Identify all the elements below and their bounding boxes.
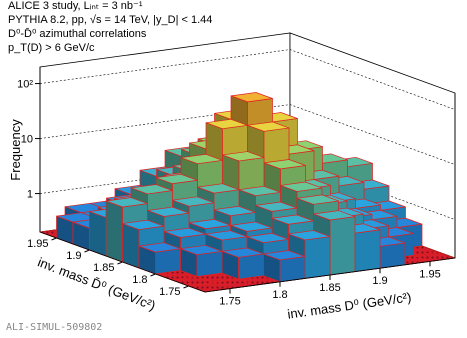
x-tick-label: 1.85 (319, 282, 340, 294)
lego-top (105, 197, 148, 208)
lego-top (205, 118, 248, 130)
lego-top (147, 206, 190, 217)
lego-bar (263, 250, 306, 283)
annotation: D⁰-D̄⁰ azimuthal correlations (8, 27, 147, 40)
z-tick-label: 10² (17, 79, 33, 91)
lego-top (197, 183, 240, 194)
lego-top (172, 196, 215, 207)
lego-top (188, 218, 231, 230)
lego-top (255, 201, 298, 212)
tick-mark (183, 285, 189, 289)
lego-side (122, 223, 140, 269)
lego-top (230, 221, 273, 232)
lego-top (138, 242, 181, 253)
lego-top (155, 173, 198, 185)
lego-top (230, 92, 273, 103)
y-tick-label: 1.9 (66, 250, 81, 262)
lego-top (213, 205, 256, 217)
tick-mark (117, 261, 123, 265)
lego-top (263, 250, 306, 261)
lego-top (238, 185, 281, 197)
lego-top (222, 151, 265, 162)
annotation: ALICE 3 study, Lᵢₙₜ = 3 nb⁻¹ (8, 0, 143, 12)
y-tick-label: 1.75 (159, 286, 180, 298)
lego-bar (180, 244, 223, 278)
lego-side (89, 211, 107, 257)
annotation: p_T(D) > 6 GeV/c (8, 42, 95, 54)
lego-top (263, 159, 306, 170)
lego-top (288, 230, 331, 241)
lego-top (180, 244, 223, 256)
tick-mark (51, 237, 57, 241)
z-tick-label: 1 (27, 189, 33, 201)
lego-top (246, 232, 289, 244)
lego-front (279, 256, 306, 283)
x-tick-label: 1.75 (219, 296, 240, 308)
annotation: PYTHIA 8.2, pp, √s = 14 TeV, |y_D| < 1.4… (8, 14, 212, 26)
y-tick-label: 1.95 (27, 238, 48, 250)
y-tick-label: 1.85 (93, 262, 114, 274)
lego-side (105, 200, 123, 263)
x-tick-label: 1.8 (272, 289, 287, 301)
lego-top (296, 194, 339, 205)
lego-front (238, 253, 264, 280)
lego-front (329, 216, 356, 276)
lego-front (196, 250, 223, 278)
tick-mark (84, 249, 90, 253)
lego-top (122, 219, 165, 230)
x-axis-title: inv. mass D⁰ (GeV/c²) (287, 289, 413, 321)
z-axis-title: Frequency (8, 119, 23, 181)
grid-line (39, 49, 456, 110)
lego-top (280, 181, 323, 192)
frame (39, 231, 456, 293)
lego-front (304, 236, 331, 279)
lego-top (180, 153, 223, 165)
tick-mark (150, 273, 156, 277)
lego-top (221, 247, 264, 258)
lego-front (354, 229, 381, 273)
lego-front (155, 248, 181, 275)
watermark: ALI-SIMUL-509802 (6, 322, 102, 333)
lego-top (247, 121, 290, 132)
lego-top (313, 210, 356, 221)
x-tick-label: 1.95 (419, 268, 440, 280)
lego-bar (138, 242, 181, 275)
lego-bar (221, 247, 264, 280)
z-tick-label: 10 (21, 134, 33, 146)
y-tick-label: 1.8 (132, 274, 147, 286)
lego-top (130, 184, 173, 195)
lego-top (271, 214, 314, 225)
grid-line (39, 104, 456, 165)
lego-top (163, 227, 206, 238)
lego-top (205, 230, 248, 241)
lego-front (379, 242, 406, 269)
x-tick-label: 1.9 (372, 275, 387, 287)
